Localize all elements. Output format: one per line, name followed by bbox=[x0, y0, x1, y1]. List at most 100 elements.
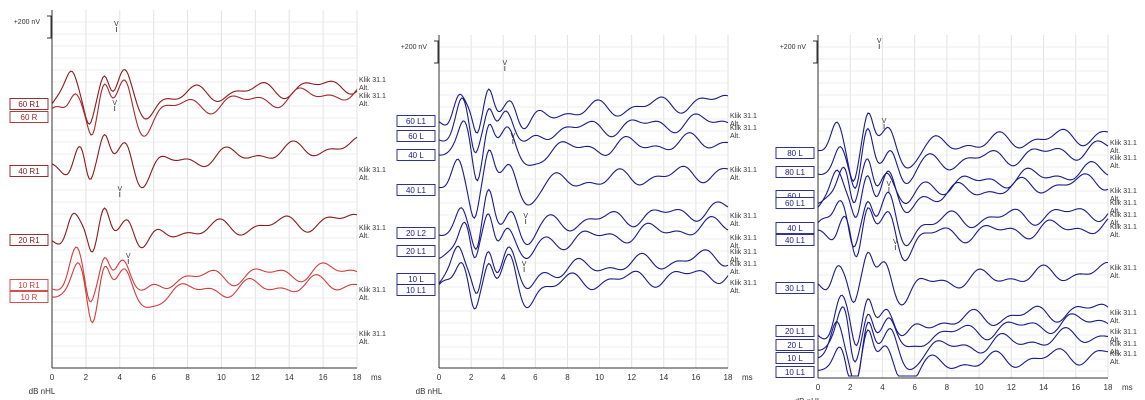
trace-label: 40 R1 bbox=[18, 167, 40, 176]
stimulus-polarity-label: Alt. bbox=[730, 133, 740, 140]
scale-bar bbox=[813, 40, 818, 64]
x-tick-label: 14 bbox=[659, 373, 668, 382]
stimulus-polarity-label: Alt. bbox=[359, 339, 369, 346]
stimulus-polarity-label: Alt. bbox=[1110, 196, 1120, 203]
stimulus-level-label: Klik 31.1 bbox=[359, 225, 386, 232]
waveform-80-l bbox=[817, 112, 1109, 183]
x-tick-label: 16 bbox=[319, 373, 328, 382]
scale-label: +200 nV bbox=[780, 44, 807, 51]
x-tick-label: 0 bbox=[816, 383, 821, 392]
stimulus-polarity-label: Alt. bbox=[359, 295, 369, 302]
trace-label: 40 L bbox=[408, 151, 424, 160]
waveform-40-l1 bbox=[438, 149, 729, 220]
stimulus-level-label: Klik 31.1 bbox=[1110, 265, 1137, 272]
trace-label-box bbox=[396, 227, 436, 239]
peak-v-marker: V bbox=[522, 261, 527, 268]
trace-label-box bbox=[775, 352, 815, 364]
stimulus-polarity-label: Alt. bbox=[1110, 318, 1120, 325]
trace-label-box bbox=[9, 165, 49, 177]
stimulus-polarity-label: Alt. bbox=[1110, 359, 1120, 366]
trace-label: 10 R bbox=[21, 293, 38, 302]
x-tick-label: 0 bbox=[50, 373, 55, 382]
scale-label: +200 nV bbox=[14, 19, 41, 26]
trace-label-box bbox=[396, 149, 436, 161]
trace-label: 60 L bbox=[408, 132, 424, 141]
stimulus-polarity-label: Alt. bbox=[359, 101, 369, 108]
x-tick-label: 6 bbox=[912, 383, 917, 392]
abr-panel-2: 0 2 4 6 8 10 12 14 16 18 ms dB nHL +200 nV 60 L1 Klik … bbox=[396, 35, 757, 396]
peak-v-marker: V bbox=[126, 253, 131, 260]
stimulus-polarity-label: Alt. bbox=[1110, 232, 1120, 239]
waveform-60-l bbox=[817, 158, 1109, 205]
waveform-60-l1 bbox=[817, 169, 1109, 218]
waveform-20-l1 bbox=[817, 294, 1109, 347]
stimulus-polarity-label: Alt. bbox=[359, 233, 369, 240]
x-tick-label: 0 bbox=[437, 373, 442, 382]
x-tick-label: 8 bbox=[185, 373, 190, 382]
waveform-60-r1 bbox=[51, 68, 358, 126]
stimulus-level-label: Klik 31.1 bbox=[359, 93, 386, 100]
stimulus-level-label: Klik 31.1 bbox=[359, 167, 386, 174]
scale-bar bbox=[47, 15, 52, 39]
peak-v-marker: V bbox=[511, 133, 516, 140]
waveform-20-r1 bbox=[51, 207, 358, 253]
trace-label: 10 R1 bbox=[18, 281, 40, 290]
stimulus-level-label: Klik 31.1 bbox=[1110, 212, 1137, 219]
stimulus-polarity-label: Alt. bbox=[730, 175, 740, 182]
trace-label-box bbox=[775, 147, 815, 159]
x-tick-label: 12 bbox=[251, 373, 260, 382]
x-tick-label: 6 bbox=[151, 373, 156, 382]
peak-v-marker: V bbox=[112, 100, 117, 107]
stimulus-level-label: Klik 31.1 bbox=[1110, 310, 1137, 317]
trace-label: 40 L bbox=[787, 224, 803, 233]
x-tick-label: 4 bbox=[118, 373, 123, 382]
stimulus-polarity-label: Alt. bbox=[1110, 349, 1120, 356]
trace-label: 60 R bbox=[21, 113, 38, 122]
x-tick-label: 14 bbox=[1039, 383, 1048, 392]
x-tick-label: 16 bbox=[1071, 383, 1080, 392]
stimulus-level-label: Klik 31.1 bbox=[1110, 329, 1137, 336]
waveform-10-r bbox=[52, 262, 358, 324]
peak-v-marker: V bbox=[882, 118, 887, 125]
waveform-40-l bbox=[439, 120, 729, 182]
x-tick-label: 4 bbox=[501, 373, 506, 382]
x-tick-label: 14 bbox=[285, 373, 294, 382]
trace-label: 10 L bbox=[408, 275, 424, 284]
stimulus-level-label: Klik 31.1 bbox=[1110, 341, 1137, 348]
stimulus-level-label: Klik 31.1 bbox=[730, 213, 757, 220]
x-tick-label: 8 bbox=[565, 373, 570, 382]
trace-label: 60 L1 bbox=[785, 199, 806, 208]
x-unit-label: ms bbox=[1122, 383, 1133, 392]
peak-v-marker: V bbox=[877, 38, 882, 45]
stimulus-level-label: Klik 31.1 bbox=[730, 261, 757, 268]
stimulus-level-label: Klik 31.1 bbox=[1110, 200, 1137, 207]
peak-v-marker: V bbox=[114, 21, 119, 28]
stimulus-polarity-label: Alt. bbox=[1110, 163, 1120, 170]
trace-label-box bbox=[9, 291, 49, 303]
stimulus-level-label: Klik 31.1 bbox=[1110, 140, 1137, 147]
waveform-60-l1 bbox=[438, 88, 729, 134]
trace-label-box bbox=[9, 111, 49, 123]
x-tick-label: 18 bbox=[1104, 383, 1113, 392]
stimulus-polarity-label: Alt. bbox=[1110, 337, 1120, 344]
peak-v-marker: V bbox=[887, 181, 892, 188]
trace-label-box bbox=[775, 366, 815, 378]
stimulus-polarity-label: Alt. bbox=[730, 269, 740, 276]
stimulus-polarity-label: Alt. bbox=[730, 121, 740, 128]
x-tick-label: 2 bbox=[84, 373, 89, 382]
trace-label: 80 L1 bbox=[785, 168, 806, 177]
trace-label: 20 L1 bbox=[406, 247, 427, 256]
trace-label-box bbox=[775, 325, 815, 337]
stimulus-polarity-label: Alt. bbox=[730, 288, 740, 295]
x-tick-label: 12 bbox=[1007, 383, 1016, 392]
peak-v-marker: V bbox=[502, 60, 507, 67]
trace-label: 10 L bbox=[787, 354, 803, 363]
waveform-10-l bbox=[438, 245, 729, 294]
x-tick-label: 2 bbox=[469, 373, 474, 382]
stimulus-level-label: Klik 31.1 bbox=[730, 125, 757, 132]
stimulus-polarity-label: Alt. bbox=[359, 85, 369, 92]
stimulus-level-label: Klik 31.1 bbox=[1110, 224, 1137, 231]
stimulus-polarity-label: Alt. bbox=[730, 221, 740, 228]
trace-label: 20 R1 bbox=[18, 236, 40, 245]
